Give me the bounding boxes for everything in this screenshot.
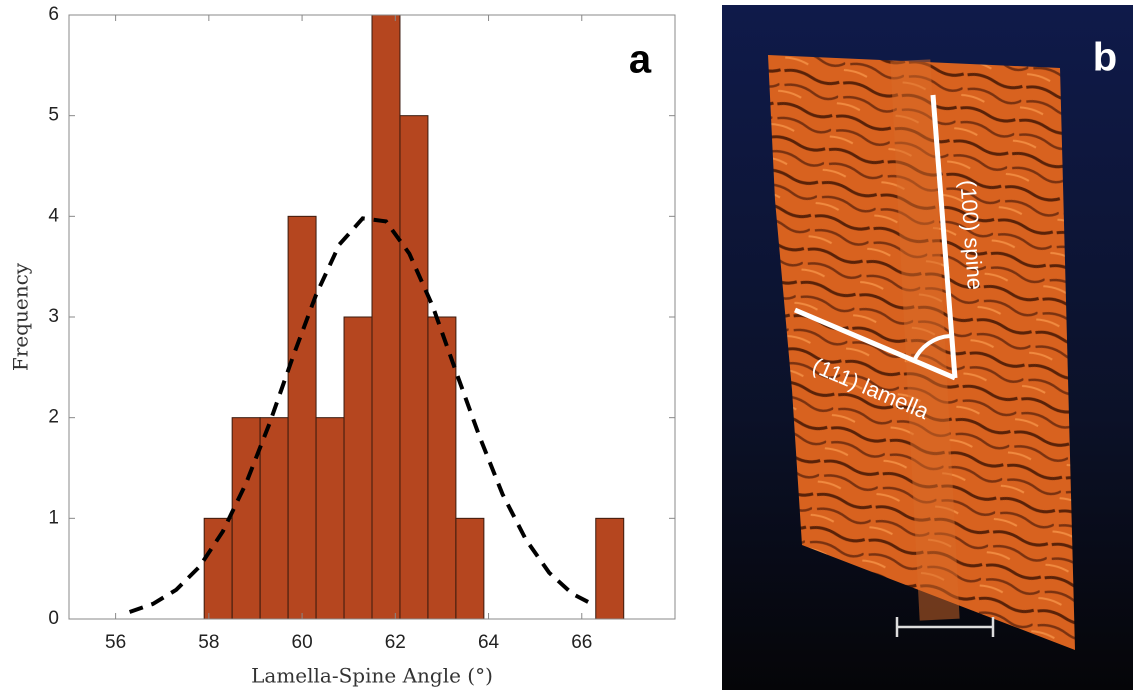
x-tick-label: 56: [105, 632, 126, 653]
x-tick-label: 66: [571, 632, 592, 653]
bar: [315, 417, 345, 620]
bar: [231, 417, 261, 620]
lamella-line: [794, 307, 956, 381]
spine-line: [930, 94, 958, 379]
bar: [595, 517, 625, 620]
x-tick-label: 60: [292, 632, 313, 653]
bar: [343, 316, 373, 620]
x-tick-label: 64: [478, 632, 500, 653]
y-tick-label: 5: [48, 105, 59, 126]
y-tick-label: 6: [48, 4, 59, 25]
x-tick-label: 62: [385, 632, 406, 653]
x-tick-label: 58: [198, 632, 219, 653]
y-tick-label: 1: [48, 507, 59, 528]
y-tick-label: 2: [48, 407, 59, 428]
x-axis-label: Lamella-Spine Angle (°): [251, 664, 493, 688]
bar: [371, 14, 401, 620]
spine-band: [890, 59, 960, 621]
bar: [399, 115, 429, 620]
bar: [259, 417, 289, 620]
bar: [203, 517, 233, 620]
y-axis-label: Frequency: [9, 262, 33, 371]
y-tick-label: 0: [48, 608, 59, 629]
bar: [287, 215, 317, 620]
panel-label: a: [629, 38, 652, 82]
y-tick-label: 4: [48, 205, 59, 226]
angle-arc: [912, 334, 951, 362]
bar: [455, 517, 485, 620]
y-tick-label: 3: [48, 306, 59, 327]
panel-label: b: [1093, 36, 1117, 80]
fit-curve: [128, 216, 597, 614]
